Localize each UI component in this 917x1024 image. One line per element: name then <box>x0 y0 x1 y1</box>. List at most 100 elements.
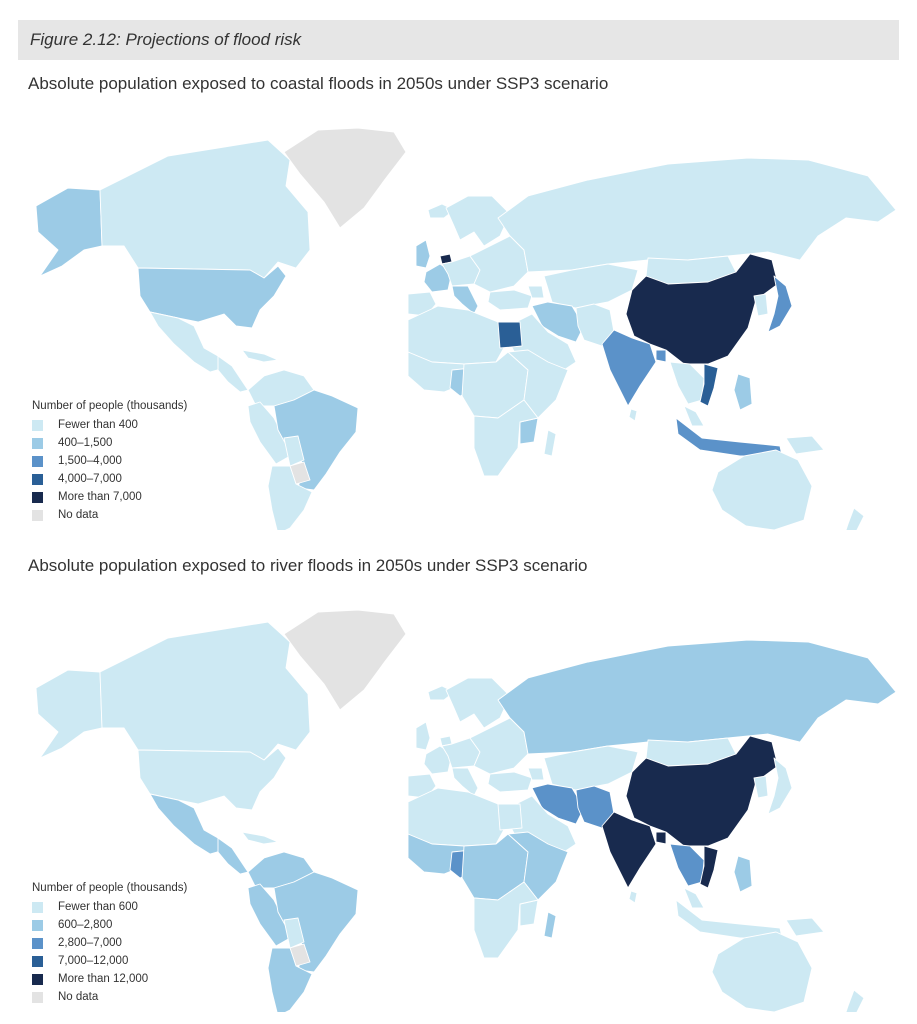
region-vietnam <box>699 363 719 407</box>
region-scandinavia <box>445 677 511 729</box>
region-greenland <box>283 127 407 229</box>
region-egypt <box>497 803 523 831</box>
legend-label: More than 7,000 <box>58 491 142 503</box>
legend-item: More than 7,000 <box>32 488 187 506</box>
region-madagascar <box>543 429 557 457</box>
legend-coastal: Number of people (thousands) Fewer than … <box>32 400 187 524</box>
legend-label: 600–2,800 <box>58 919 113 931</box>
legend-item: No data <box>32 988 187 1006</box>
region-central-america <box>217 837 249 875</box>
panel-title-river: Absolute population exposed to river flo… <box>28 556 588 575</box>
region-southern-africa <box>473 399 539 477</box>
region-caribbean <box>241 831 279 845</box>
region-mozambique <box>519 417 539 445</box>
region-canada <box>99 139 311 279</box>
region-caucasus <box>527 285 545 299</box>
panel-title-coastal: Absolute population exposed to coastal f… <box>28 74 609 93</box>
region-philippines <box>733 855 753 893</box>
region-caribbean <box>241 349 279 363</box>
region-russia <box>497 157 897 273</box>
region-east-africa <box>507 349 569 419</box>
legend-swatch <box>32 509 43 521</box>
region-australia <box>711 449 813 530</box>
legend-label: 1,500–4,000 <box>58 455 122 467</box>
legend-swatch <box>32 919 43 931</box>
region-alaska <box>35 669 103 759</box>
legend-item: More than 12,000 <box>32 970 187 988</box>
region-central-america <box>217 355 249 393</box>
region-uk <box>415 721 431 751</box>
region-turkey <box>487 771 533 793</box>
region-malaysia <box>683 887 705 909</box>
legend-item: 7,000–12,000 <box>32 952 187 970</box>
region-indochina <box>669 361 705 405</box>
legend-swatch <box>32 973 43 985</box>
legend-item: Fewer than 600 <box>32 898 187 916</box>
region-sri-lanka <box>628 408 638 422</box>
legend-label: Fewer than 400 <box>58 419 138 431</box>
region-southern-africa <box>473 881 539 959</box>
region-turkey <box>487 289 533 311</box>
region-sri-lanka <box>628 890 638 904</box>
region-scandinavia <box>445 195 511 247</box>
region-alaska <box>35 187 103 277</box>
region-bolivia <box>283 435 305 467</box>
region-japan <box>767 275 793 333</box>
legend-swatch <box>32 991 43 1003</box>
region-bangladesh <box>655 349 667 363</box>
region-uk <box>415 239 431 269</box>
region-vietnam <box>699 845 719 889</box>
region-korea <box>753 293 769 317</box>
legend-label: 7,000–12,000 <box>58 955 129 967</box>
region-png <box>785 917 825 937</box>
legend-label: 2,800–7,000 <box>58 937 122 949</box>
region-mozambique <box>519 899 539 927</box>
region-north-africa <box>407 787 507 847</box>
region-mexico <box>149 793 225 855</box>
legend-item: 4,000–7,000 <box>32 470 187 488</box>
legend-swatch <box>32 901 43 913</box>
legend-label: Fewer than 600 <box>58 901 138 913</box>
region-greenland <box>283 609 407 711</box>
region-france <box>423 263 453 293</box>
legend-item: 600–2,800 <box>32 916 187 934</box>
legend-swatch <box>32 491 43 503</box>
legend-label: 4,000–7,000 <box>58 473 122 485</box>
region-bangladesh <box>655 831 667 845</box>
region-mexico <box>149 311 225 373</box>
legend-label: 400–1,500 <box>58 437 113 449</box>
region-india <box>601 329 657 407</box>
panel-river-floods: Absolute population exposed to river flo… <box>0 556 917 1016</box>
legend-swatch <box>32 955 43 967</box>
region-east-africa <box>507 831 569 901</box>
region-new-zealand <box>845 507 865 530</box>
region-north-africa <box>407 305 507 365</box>
legend-item: No data <box>32 506 187 524</box>
region-png <box>785 435 825 455</box>
legend-swatch <box>32 473 43 485</box>
legend-swatch <box>32 455 43 467</box>
legend-title: Number of people (thousands) <box>32 400 188 412</box>
region-malaysia <box>683 405 705 427</box>
region-canada <box>99 621 311 761</box>
region-russia <box>497 639 897 755</box>
region-japan <box>767 757 793 815</box>
region-china <box>625 253 779 365</box>
legend-item: 1,500–4,000 <box>32 452 187 470</box>
legend-label: More than 12,000 <box>58 973 149 985</box>
region-india <box>601 811 657 889</box>
legend-title: Number of people (thousands) <box>32 882 188 894</box>
region-france <box>423 745 453 775</box>
panel-coastal-floods: Absolute population exposed to coastal f… <box>0 74 917 534</box>
region-egypt <box>497 321 523 349</box>
region-china <box>625 735 779 847</box>
region-caucasus <box>527 767 545 781</box>
figure-title: Figure 2.12: Projections of flood risk <box>30 30 302 49</box>
region-madagascar <box>543 911 557 939</box>
legend-label: No data <box>58 509 99 521</box>
coastal-flood-map <box>35 127 897 530</box>
river-flood-map <box>35 609 897 1012</box>
legend-river: Number of people (thousands) Fewer than … <box>32 882 187 1006</box>
legend-swatch <box>32 419 43 431</box>
region-indochina <box>669 843 705 887</box>
